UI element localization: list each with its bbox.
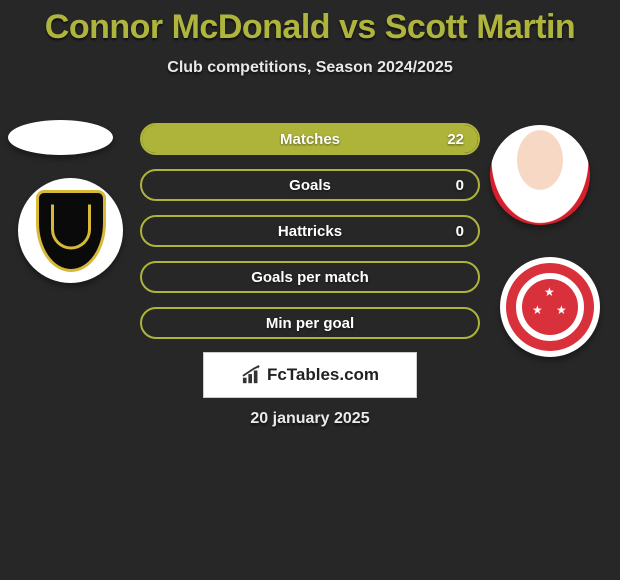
stat-right-value: 0 [456, 177, 464, 194]
subtitle: Club competitions, Season 2024/2025 [0, 59, 620, 77]
stat-right-value: 0 [456, 223, 464, 240]
stat-row: Hattricks 0 [140, 215, 480, 247]
stat-right-value: 22 [447, 131, 464, 148]
stat-row: Matches 22 [140, 123, 480, 155]
stat-row: Goals per match [140, 261, 480, 293]
fctables-logo: FcTables.com [203, 352, 417, 398]
stat-row: Goals 0 [140, 169, 480, 201]
page-title: Connor McDonald vs Scott Martin [0, 0, 620, 47]
stats-panel: Matches 22 Goals 0 Hattricks 0 Goals per match… [140, 123, 480, 353]
stat-label: Min per goal [266, 315, 354, 332]
club-right-badge: ★ ★ ★ [500, 257, 600, 357]
chart-icon [241, 365, 263, 385]
player-right-photo [490, 125, 590, 225]
stat-label: Goals per match [251, 269, 369, 286]
stat-label: Goals [289, 177, 331, 194]
logo-text: FcTables.com [267, 365, 379, 385]
stat-label: Matches [280, 131, 340, 148]
stat-label: Hattricks [278, 223, 342, 240]
stat-row: Min per goal [140, 307, 480, 339]
date-text: 20 january 2025 [0, 410, 620, 428]
club-left-badge [18, 178, 123, 283]
player-left-photo [8, 120, 113, 155]
